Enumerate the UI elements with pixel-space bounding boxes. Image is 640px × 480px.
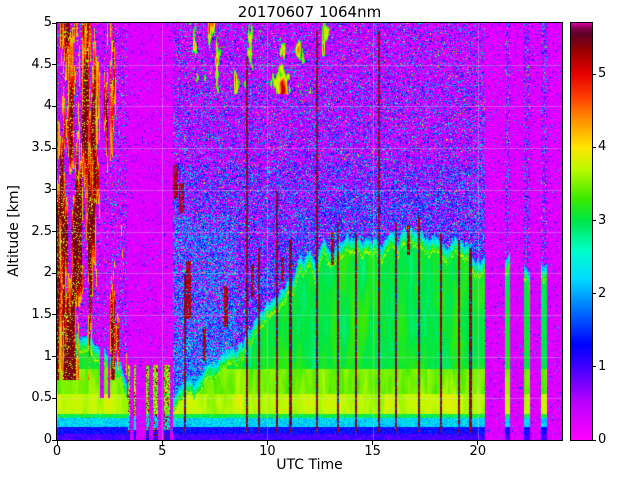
- x-tick-mark: [161, 441, 163, 445]
- x-tick-label: 20: [469, 444, 487, 459]
- y-tick-label: 4: [43, 98, 52, 114]
- y-tick-label: 2.5: [31, 223, 52, 239]
- y-tick-label: 5: [43, 15, 52, 30]
- y-tick-label: 2: [43, 265, 52, 281]
- x-tick-mark: [372, 441, 374, 445]
- colorbar-tick-label: 2: [598, 285, 607, 301]
- x-tick-mark: [477, 441, 479, 445]
- y-tick-mark: [52, 64, 56, 66]
- y-tick-label: 3: [43, 181, 52, 197]
- y-tick-mark: [52, 272, 56, 274]
- heatmap-canvas: [56, 22, 563, 441]
- colorbar-canvas: [570, 22, 593, 441]
- x-tick-mark: [266, 441, 268, 445]
- y-tick-label: 4.5: [31, 56, 52, 72]
- y-tick-label: 3.5: [31, 140, 52, 156]
- y-tick-mark: [52, 356, 56, 358]
- y-tick-mark: [52, 105, 56, 107]
- y-tick-mark: [52, 147, 56, 149]
- colorbar-tick-mark: [592, 220, 596, 222]
- x-tick-label: 0: [52, 444, 62, 459]
- y-tick-mark: [52, 439, 56, 441]
- colorbar-tick-label: 1: [598, 358, 607, 374]
- x-tick-label: 10: [259, 444, 276, 459]
- y-tick-mark: [52, 189, 56, 191]
- y-tick-mark: [52, 397, 56, 399]
- y-tick-mark: [52, 22, 56, 24]
- colorbar-tick-label: 4: [598, 139, 607, 155]
- y-tick-label: 1.5: [31, 306, 52, 322]
- x-tick-label: 5: [158, 444, 167, 459]
- x-tick-label: 15: [364, 444, 381, 459]
- colorbar-tick-label: 0: [598, 432, 607, 447]
- colorbar-tick-mark: [592, 73, 596, 75]
- y-tick-mark: [52, 314, 56, 316]
- x-axis-label: UTC Time: [276, 457, 343, 473]
- x-tick-mark: [56, 441, 58, 445]
- y-tick-label: 0.5: [31, 390, 52, 406]
- colorbar-tick-mark: [592, 146, 596, 148]
- colorbar-tick-label: 3: [598, 212, 607, 228]
- colorbar-tick-mark: [592, 439, 596, 441]
- colorbar-tick-mark: [592, 293, 596, 295]
- colorbar-tick-label: 5: [598, 66, 607, 82]
- colorbar-tick-mark: [592, 366, 596, 368]
- y-tick-mark: [52, 231, 56, 232]
- chart-title: 20170607 1064nm: [237, 3, 382, 21]
- y-tick-label: 0: [43, 432, 52, 447]
- y-tick-label: 1: [43, 348, 52, 364]
